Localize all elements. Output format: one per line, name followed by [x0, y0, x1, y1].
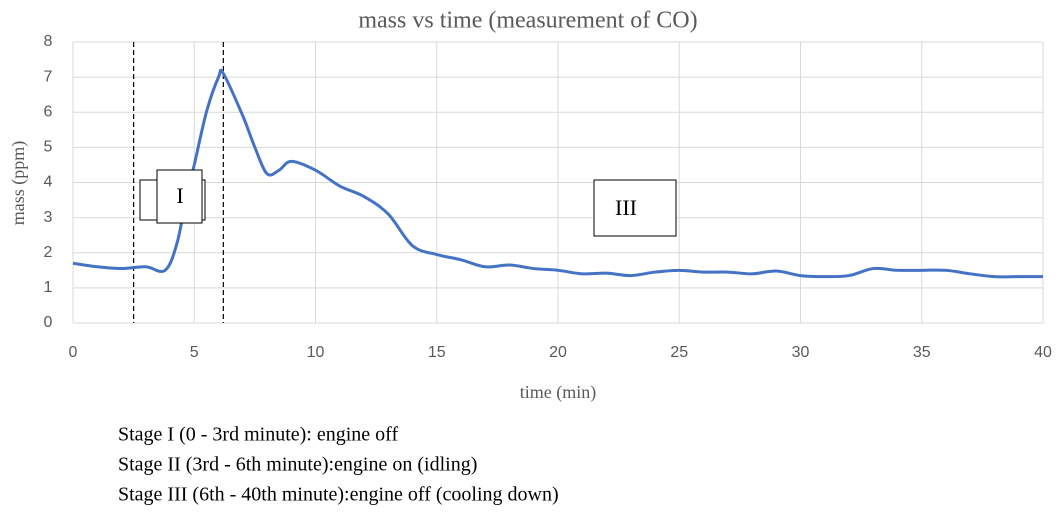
annotation-box	[593, 179, 677, 237]
y-axis-label: mass (ppm)	[8, 141, 29, 226]
x-tick-label: 25	[670, 344, 688, 361]
y-tick-label: 5	[44, 139, 53, 156]
x-tick-label: 5	[190, 344, 199, 361]
chart-title: mass vs time (measurement of CO)	[358, 8, 697, 34]
annotation: III	[615, 195, 637, 220]
x-tick-label: 15	[428, 344, 446, 361]
x-axis-label: time (min)	[520, 382, 596, 403]
x-tick-label: 35	[913, 344, 931, 361]
note: Stage II (3rd - 6th minute):engine on (i…	[118, 454, 477, 476]
note: Stage I (0 - 3rd minute): engine off	[118, 424, 398, 446]
line-series	[72, 68, 1043, 279]
x-tick-label: 20	[549, 344, 567, 361]
x-tick-label: 10	[307, 344, 325, 361]
x-tick-label: 0	[69, 344, 78, 361]
y-tick-label: 1	[44, 279, 53, 296]
y-tick-label: 2	[44, 244, 53, 261]
x-tick-label: 30	[792, 344, 810, 361]
note: Stage III (6th - 40th minute):engine off…	[118, 484, 559, 506]
annotation: I	[176, 183, 183, 208]
x-tick-label: 40	[1034, 344, 1052, 361]
y-tick-label: 7	[44, 68, 53, 85]
y-tick-label: 6	[44, 103, 53, 120]
y-tick-label: 4	[44, 174, 53, 191]
y-tick-label: 0	[44, 314, 53, 331]
annotation-box	[156, 169, 203, 224]
y-tick-label: 3	[44, 209, 53, 226]
y-tick-label: 8	[44, 33, 53, 50]
